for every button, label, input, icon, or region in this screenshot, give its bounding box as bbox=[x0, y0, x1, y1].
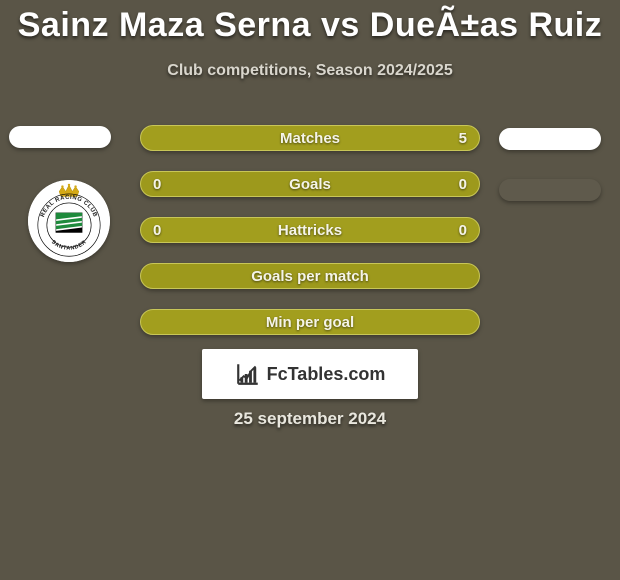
player-right-oval-1 bbox=[499, 128, 601, 150]
stat-row: 0Goals0 bbox=[140, 171, 480, 197]
stat-right-value: 0 bbox=[429, 222, 479, 239]
comparison-infographic: Sainz Maza Serna vs DueÃ±as Ruiz Club co… bbox=[0, 0, 620, 580]
stat-right-value: 0 bbox=[429, 176, 479, 193]
stat-right-value: 5 bbox=[429, 130, 479, 147]
player-right-oval-2 bbox=[499, 179, 601, 201]
stat-label: Min per goal bbox=[191, 314, 429, 331]
fctables-label: FcTables.com bbox=[267, 364, 386, 385]
fctables-watermark: FcTables.com bbox=[202, 349, 418, 399]
stat-left-value: 0 bbox=[141, 222, 191, 239]
club-badge: REAL RACING CLUB SANTANDER bbox=[28, 180, 110, 262]
stat-label: Goals bbox=[191, 176, 429, 193]
bar-chart-icon bbox=[235, 361, 261, 387]
stat-row: Goals per match bbox=[140, 263, 480, 289]
stat-row: Matches5 bbox=[140, 125, 480, 151]
stat-label: Goals per match bbox=[191, 268, 429, 285]
player-left-oval bbox=[9, 126, 111, 148]
page-title: Sainz Maza Serna vs DueÃ±as Ruiz bbox=[0, 6, 620, 45]
stat-row: Min per goal bbox=[140, 309, 480, 335]
stat-label: Matches bbox=[191, 130, 429, 147]
date-text: 25 september 2024 bbox=[0, 409, 620, 429]
stat-row: 0Hattricks0 bbox=[140, 217, 480, 243]
stat-label: Hattricks bbox=[191, 222, 429, 239]
club-crest-icon: REAL RACING CLUB SANTANDER bbox=[28, 180, 110, 262]
stat-left-value: 0 bbox=[141, 176, 191, 193]
page-subtitle: Club competitions, Season 2024/2025 bbox=[0, 62, 620, 80]
